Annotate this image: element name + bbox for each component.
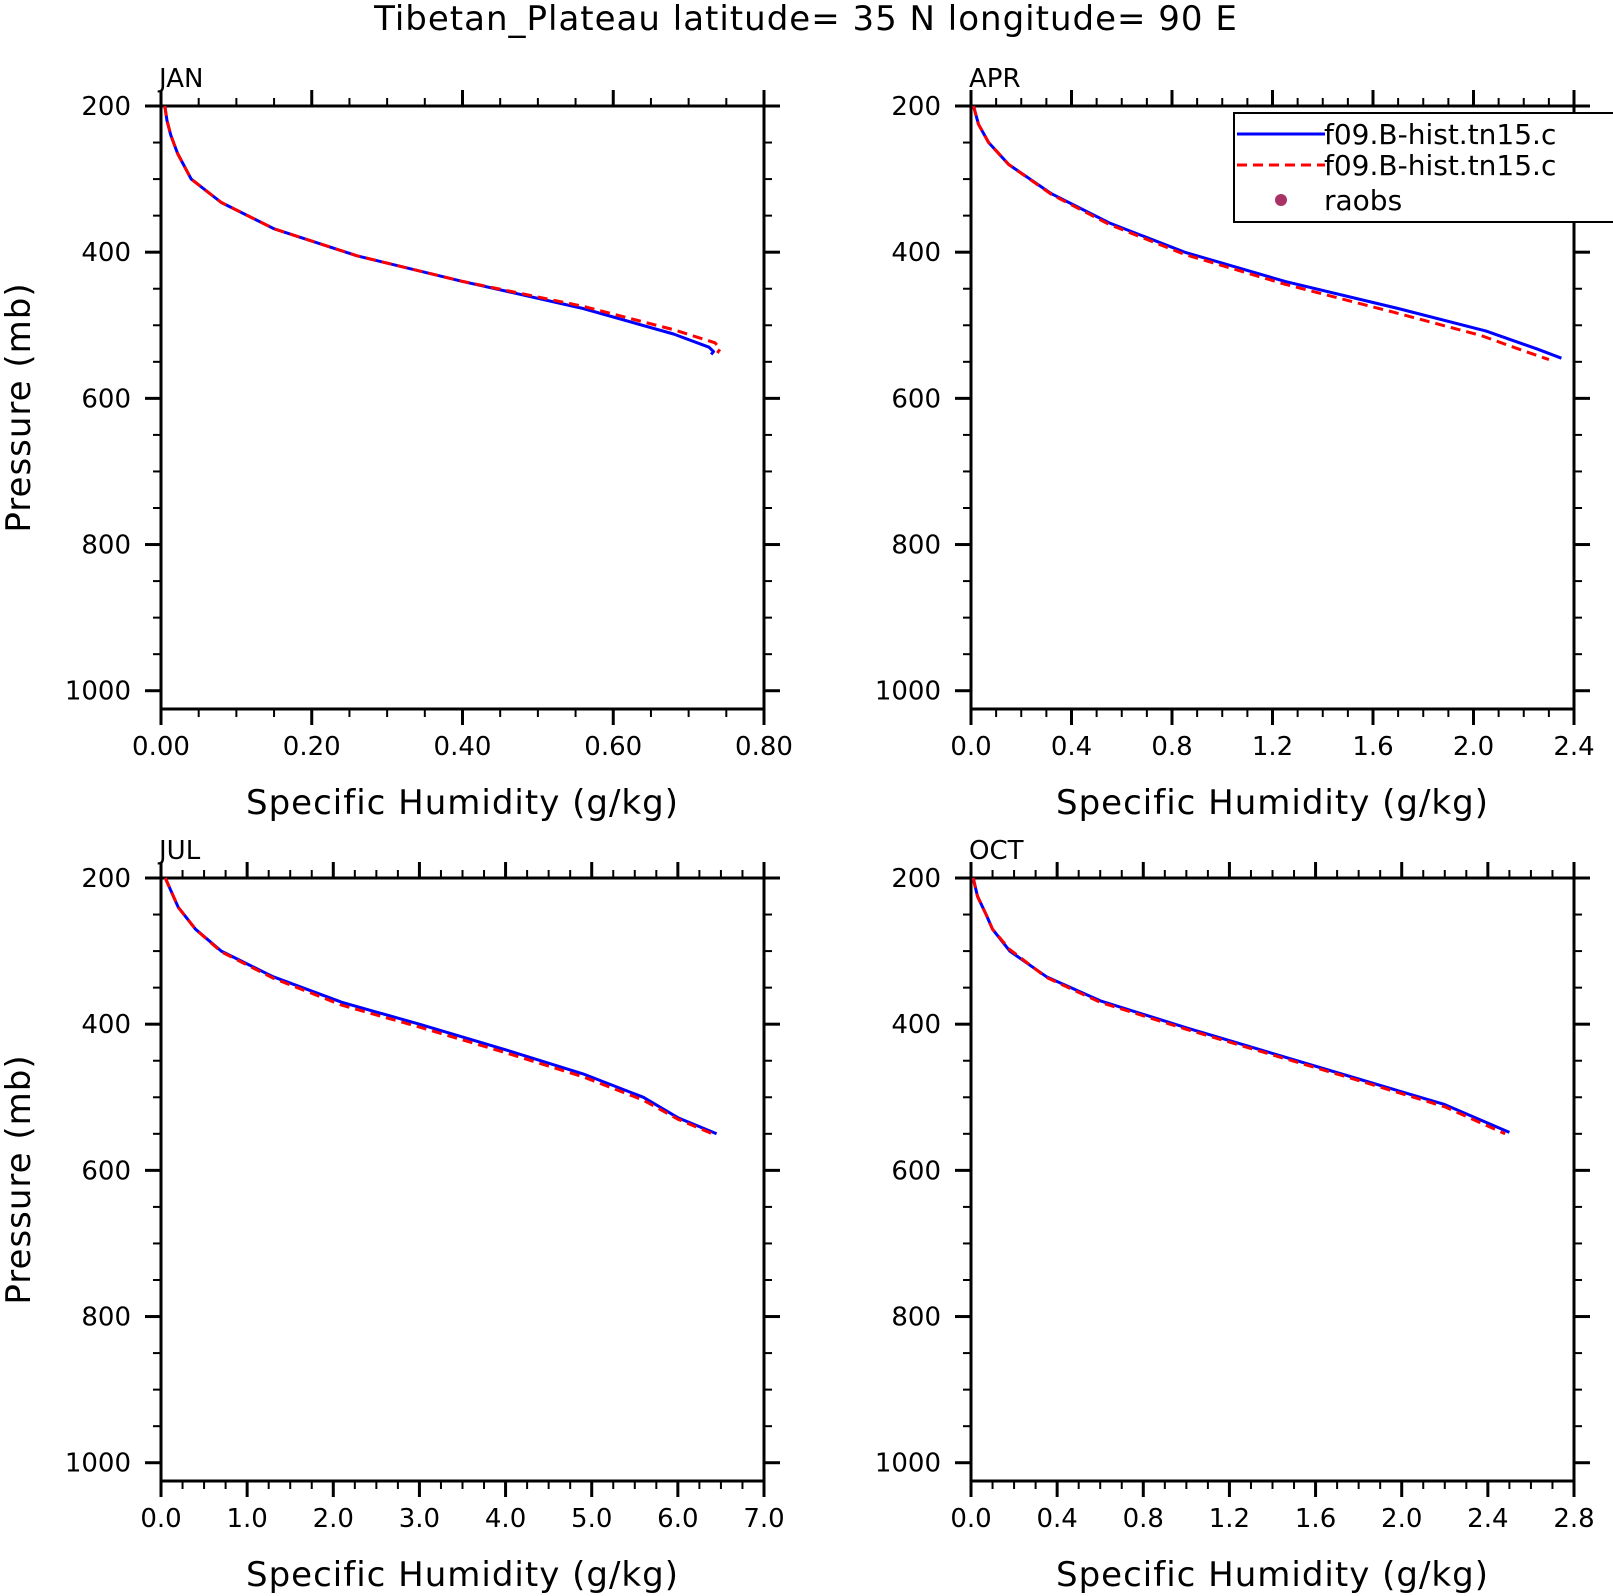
x-tick-label: 1.0	[226, 1504, 267, 1534]
y-tick-label: 1000	[875, 1449, 941, 1479]
x-axis-label: Specific Humidity (g/kg)	[1056, 783, 1489, 823]
panel-jul: 0.0 1.0 2.0 3.0 4.0 5.0 6.0 7.0 200 400 600 800 1000…	[0, 836, 785, 1595]
x-axis-label: Specific Humidity (g/kg)	[1056, 1555, 1489, 1595]
legend-dot-swatch	[1275, 194, 1287, 206]
x-tick-label: 2.4	[1467, 1504, 1508, 1534]
y-tick-label: 600	[891, 1156, 941, 1186]
y-tick-label: 800	[81, 531, 131, 561]
x-tick-label: 1.6	[1295, 1504, 1336, 1534]
x-tick-label: 0.8	[1123, 1504, 1164, 1534]
y-tick-label: 1000	[875, 677, 941, 707]
legend-label: f09.B-hist.tn15.c	[1324, 149, 1556, 182]
x-tick-label: 2.4	[1553, 732, 1594, 762]
x-tick-label: 5.0	[571, 1504, 612, 1534]
x-tick-label: 2.0	[1381, 1504, 1422, 1534]
y-tick-label: 800	[891, 531, 941, 561]
y-axis-label: Pressure (mb)	[0, 282, 39, 532]
y-tick-label: 200	[81, 864, 131, 894]
legend-label: f09.B-hist.tn15.c	[1324, 118, 1556, 151]
x-tick-label: 1.6	[1352, 732, 1393, 762]
x-tick-label: 4.0	[485, 1504, 526, 1534]
x-tick-label: 7.0	[743, 1504, 784, 1534]
x-tick-label: 0.0	[950, 732, 991, 762]
x-axis-label: Specific Humidity (g/kg)	[246, 1555, 679, 1595]
y-tick-label: 400	[891, 238, 941, 268]
panel-month-label: OCT	[969, 836, 1024, 866]
legend-box	[1233, 112, 1613, 223]
y-tick-label: 600	[891, 384, 941, 414]
panel-month-label: APR	[969, 64, 1021, 94]
series-line-dashed	[163, 877, 713, 1136]
series-line-dashed	[972, 105, 1550, 362]
x-tick-label: 0.0	[950, 1504, 991, 1534]
panel-month-label: JAN	[157, 64, 203, 94]
x-tick-label: 0.4	[1036, 1504, 1077, 1534]
x-tick-label: 0.20	[283, 732, 341, 762]
x-tick-label: 6.0	[657, 1504, 698, 1534]
x-tick-label: 1.2	[1209, 1504, 1250, 1534]
x-tick-label: 0.80	[735, 732, 793, 762]
x-tick-label: 2.0	[313, 1504, 354, 1534]
y-tick-label: 200	[891, 864, 941, 894]
series-line-solid	[971, 877, 1510, 1134]
x-tick-label: 0.4	[1051, 732, 1092, 762]
panel-oct: 0.0 0.4 0.8 1.2 1.6 2.0 2.4 2.8 200 400 600 800 1000…	[875, 836, 1595, 1595]
legend-label: raobs	[1324, 184, 1402, 217]
panels: 0.00 0.20 0.40 0.60 0.80 200 400 600 800 1000 JAN S…	[0, 64, 1595, 1595]
x-axis-label: Specific Humidity (g/kg)	[246, 783, 679, 823]
x-tick-label: 0.60	[584, 732, 642, 762]
y-tick-label: 400	[81, 1010, 131, 1040]
x-tick-label: 3.0	[399, 1504, 440, 1534]
plot-frame	[969, 876, 1576, 1483]
y-tick-label: 200	[891, 92, 941, 122]
x-tick-label: 0.8	[1151, 732, 1192, 762]
x-tick-label: 0.40	[434, 732, 492, 762]
panel-month-label: JUL	[157, 836, 201, 866]
x-tick-label: 1.2	[1252, 732, 1293, 762]
series-line-dashed	[163, 105, 722, 354]
x-tick-label: 2.0	[1453, 732, 1494, 762]
series-line-dashed	[971, 877, 1506, 1136]
plot-frame	[159, 104, 766, 711]
y-tick-label: 600	[81, 384, 131, 414]
y-tick-label: 600	[81, 1156, 131, 1186]
panel-jan: 0.00 0.20 0.40 0.60 0.80 200 400 600 800 1000 JAN S…	[0, 64, 793, 823]
y-tick-label: 800	[891, 1303, 941, 1333]
figure-title: Tibetan_Plateau latitude= 35 N longitude…	[373, 0, 1238, 39]
y-tick-label: 400	[891, 1010, 941, 1040]
y-tick-label: 200	[81, 92, 131, 122]
x-tick-label: 0.0	[140, 1504, 181, 1534]
x-tick-label: 2.8	[1553, 1504, 1594, 1534]
y-tick-label: 1000	[65, 1449, 131, 1479]
y-tick-label: 1000	[65, 677, 131, 707]
y-tick-label: 800	[81, 1303, 131, 1333]
y-tick-label: 400	[81, 238, 131, 268]
x-tick-label: 0.00	[132, 732, 190, 762]
y-axis-label: Pressure (mb)	[0, 1054, 39, 1304]
series-line-solid	[163, 105, 715, 356]
